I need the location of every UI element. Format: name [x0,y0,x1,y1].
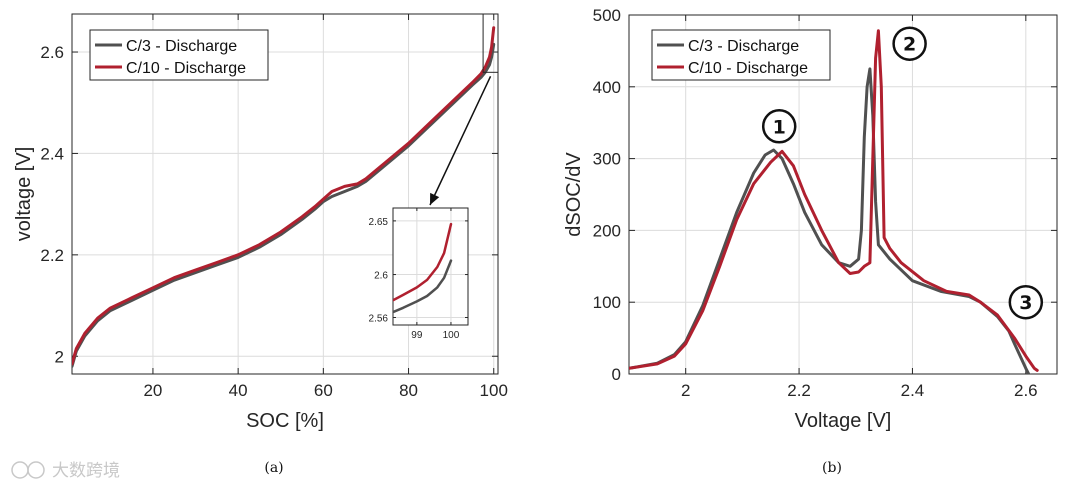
chart-a-inset-axes-frame [392,207,469,326]
chart-a-legend-label: C/10 - Discharge [126,60,246,77]
chart-a-inset: 99 100 2.56 2.6 2.65 [369,207,469,341]
chart-b-y-tick-label: 100 [593,293,621,312]
chart-b-legend-box [651,29,831,81]
chart-a-axes-frame [71,13,499,375]
chart-b-annotation-label: 3 [1019,292,1032,314]
chart-a-inset-series-line-c10 [393,222,453,302]
chart-b-x-tick-label: 2.4 [901,381,925,400]
chart-a-inset-series-line-c3 [393,259,453,314]
chart-b-annotation-label: 1 [773,116,786,138]
chart-a-y-tick-label: 2.6 [40,43,64,62]
chart-b-annotation-circle [1008,284,1044,320]
chart-b-x-tick-label: 2.2 [787,381,811,400]
chart-b-dsoc-dv: 2 2.2 2.4 2.6 0 100 200 300 400 500 Voltage [V] dSO… [563,6,1058,432]
chart-a-x-tick-label: 20 [143,381,162,400]
chart-a-x-tick-label: 60 [314,381,333,400]
chart-a-voltage-vs-soc: 20 40 60 80 100 2 2.2 2.4 2.6 SOC [%] voltage [V] C… [13,13,508,432]
chart-a-series-line-c3 [72,42,496,368]
chart-b-axes-frame [628,14,1058,375]
chart-b-x-tick-label: 2 [681,381,690,400]
chart-a-x-tick-label: 100 [480,381,508,400]
chart-a-inset-x-tick-label: 100 [443,330,460,341]
chart-a-legend-label: C/3 - Discharge [126,38,237,55]
chart-b-y-axis-label: dSOC/dV [563,152,585,237]
chart-a-inset-y-tick-label: 2.65 [369,217,389,228]
chart-a-zoom-arrowhead [430,192,440,205]
chart-a-legend-box [89,29,269,81]
chart-b-annotation-label: 2 [903,34,916,56]
chart-a-series-line-c10 [72,26,496,366]
chart-b-annotation-circle [892,26,927,61]
chart-a-y-axis-label: voltage [V] [13,147,35,242]
chart-b-y-tick-label: 0 [612,365,621,384]
chart-a-inset-x-tick-label: 99 [411,330,423,341]
chart-a-zoom-rectangle [482,13,499,73]
chart-b-x-tick-label: 2.6 [1014,381,1038,400]
chart-b-x-axis-label: Voltage [V] [795,410,892,432]
caption-b: (b) [822,460,842,476]
chart-b-legend-label: C/10 - Discharge [688,60,808,77]
chart-a-y-tick-label: 2.2 [40,246,64,265]
chart-b-y-tick-label: 300 [593,150,621,169]
chart-b-legend-label: C/3 - Discharge [688,38,799,55]
chart-a-inset-y-tick-label: 2.56 [369,313,389,324]
watermark-logo-icon [11,461,45,479]
chart-b-y-tick-label: 200 [593,221,621,240]
chart-a-x-axis-label: SOC [%] [246,410,324,432]
chart-b-annotation-circle [761,109,797,144]
chart-a-x-tick-label: 40 [229,381,248,400]
chart-a-zoom-arrow [429,75,492,206]
watermark-text: 大数跨境 [52,461,120,481]
chart-a-y-tick-label: 2 [55,347,64,366]
chart-b-y-tick-label: 400 [593,78,621,97]
chart-b-y-tick-label: 500 [593,6,621,25]
watermark: 大数跨境 [11,461,120,481]
chart-a-x-tick-label: 80 [399,381,418,400]
chart-b-series-line-c10 [629,29,1039,372]
chart-a-y-tick-label: 2.4 [40,144,64,163]
caption-a: (a) [264,460,283,476]
chart-a-inset-y-tick-label: 2.6 [374,271,388,282]
